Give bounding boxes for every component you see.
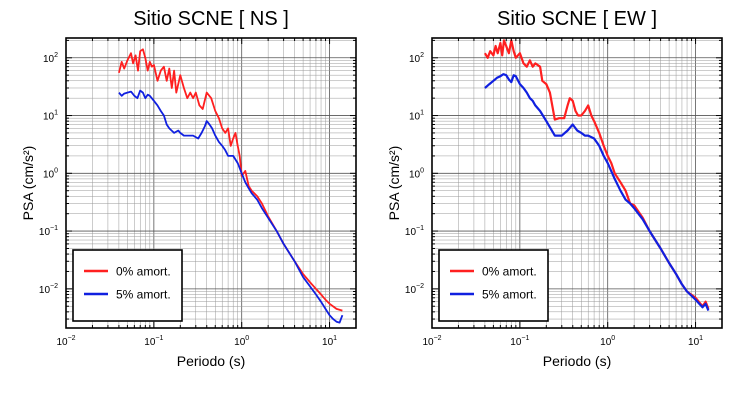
chart-panel-ns: Sitio SCNE [ NS ] 10−2 10−1 100 101 10−2 10−1…	[20, 8, 357, 369]
legend-box	[72, 249, 183, 322]
y-axis-label: PSA (cm/s²)	[20, 146, 36, 221]
chart-title: Sitio SCNE [ EW ]	[497, 8, 657, 30]
plot-frame	[65, 37, 357, 329]
x-tick-label: 10−1	[510, 335, 529, 348]
legend-label: 0% amort.	[482, 265, 537, 279]
y-tick-label: 102	[43, 52, 58, 65]
legend: 0% amort. 5% amort.	[72, 249, 183, 322]
y-tick-label: 10−2	[39, 283, 58, 296]
x-tick-label: 100	[600, 335, 615, 348]
x-axis-label: Periodo (s)	[543, 353, 611, 369]
legend-label: 0% amort.	[116, 265, 171, 279]
x-tick-label: 10−2	[422, 335, 441, 348]
chart-panel-ew: Sitio SCNE [ EW ] 10−2 10−1 100 101 10−2 10−1…	[386, 8, 723, 369]
series-lines	[483, 39, 710, 312]
grid-lines	[431, 38, 723, 328]
x-tick-label: 101	[322, 335, 337, 348]
y-tick-label: 100	[43, 167, 58, 180]
legend-box	[438, 249, 549, 322]
y-axis-label: PSA (cm/s²)	[386, 146, 402, 221]
legend: 0% amort. 5% amort.	[438, 249, 549, 322]
x-tick-label: 10−2	[56, 335, 75, 348]
x-tick-label: 10−1	[144, 335, 163, 348]
legend-label: 5% amort.	[116, 288, 171, 302]
series-lines	[118, 48, 344, 324]
y-tick-label: 101	[409, 110, 424, 123]
y-tick-label: 102	[409, 52, 424, 65]
x-axis-label: Periodo (s)	[177, 353, 245, 369]
series-line-damping-5	[118, 89, 344, 324]
axis-ticks: 10−2 10−1 100 101 10−2 10−1 100 101 102	[39, 38, 357, 348]
legend-label: 5% amort.	[482, 288, 537, 302]
series-line-damping-5	[484, 73, 710, 312]
chart-title: Sitio SCNE [ NS ]	[133, 8, 289, 30]
y-tick-label: 10−1	[405, 225, 424, 238]
axis-ticks: 10−2 10−1 100 101 10−2 10−1 100 101 102	[405, 38, 723, 348]
x-tick-label: 100	[234, 335, 249, 348]
y-tick-label: 10−1	[39, 225, 58, 238]
grid-lines	[65, 38, 357, 328]
x-tick-label: 101	[688, 335, 703, 348]
y-tick-label: 10−2	[405, 283, 424, 296]
y-tick-label: 101	[43, 110, 58, 123]
y-tick-label: 100	[409, 167, 424, 180]
plot-frame	[431, 37, 723, 329]
